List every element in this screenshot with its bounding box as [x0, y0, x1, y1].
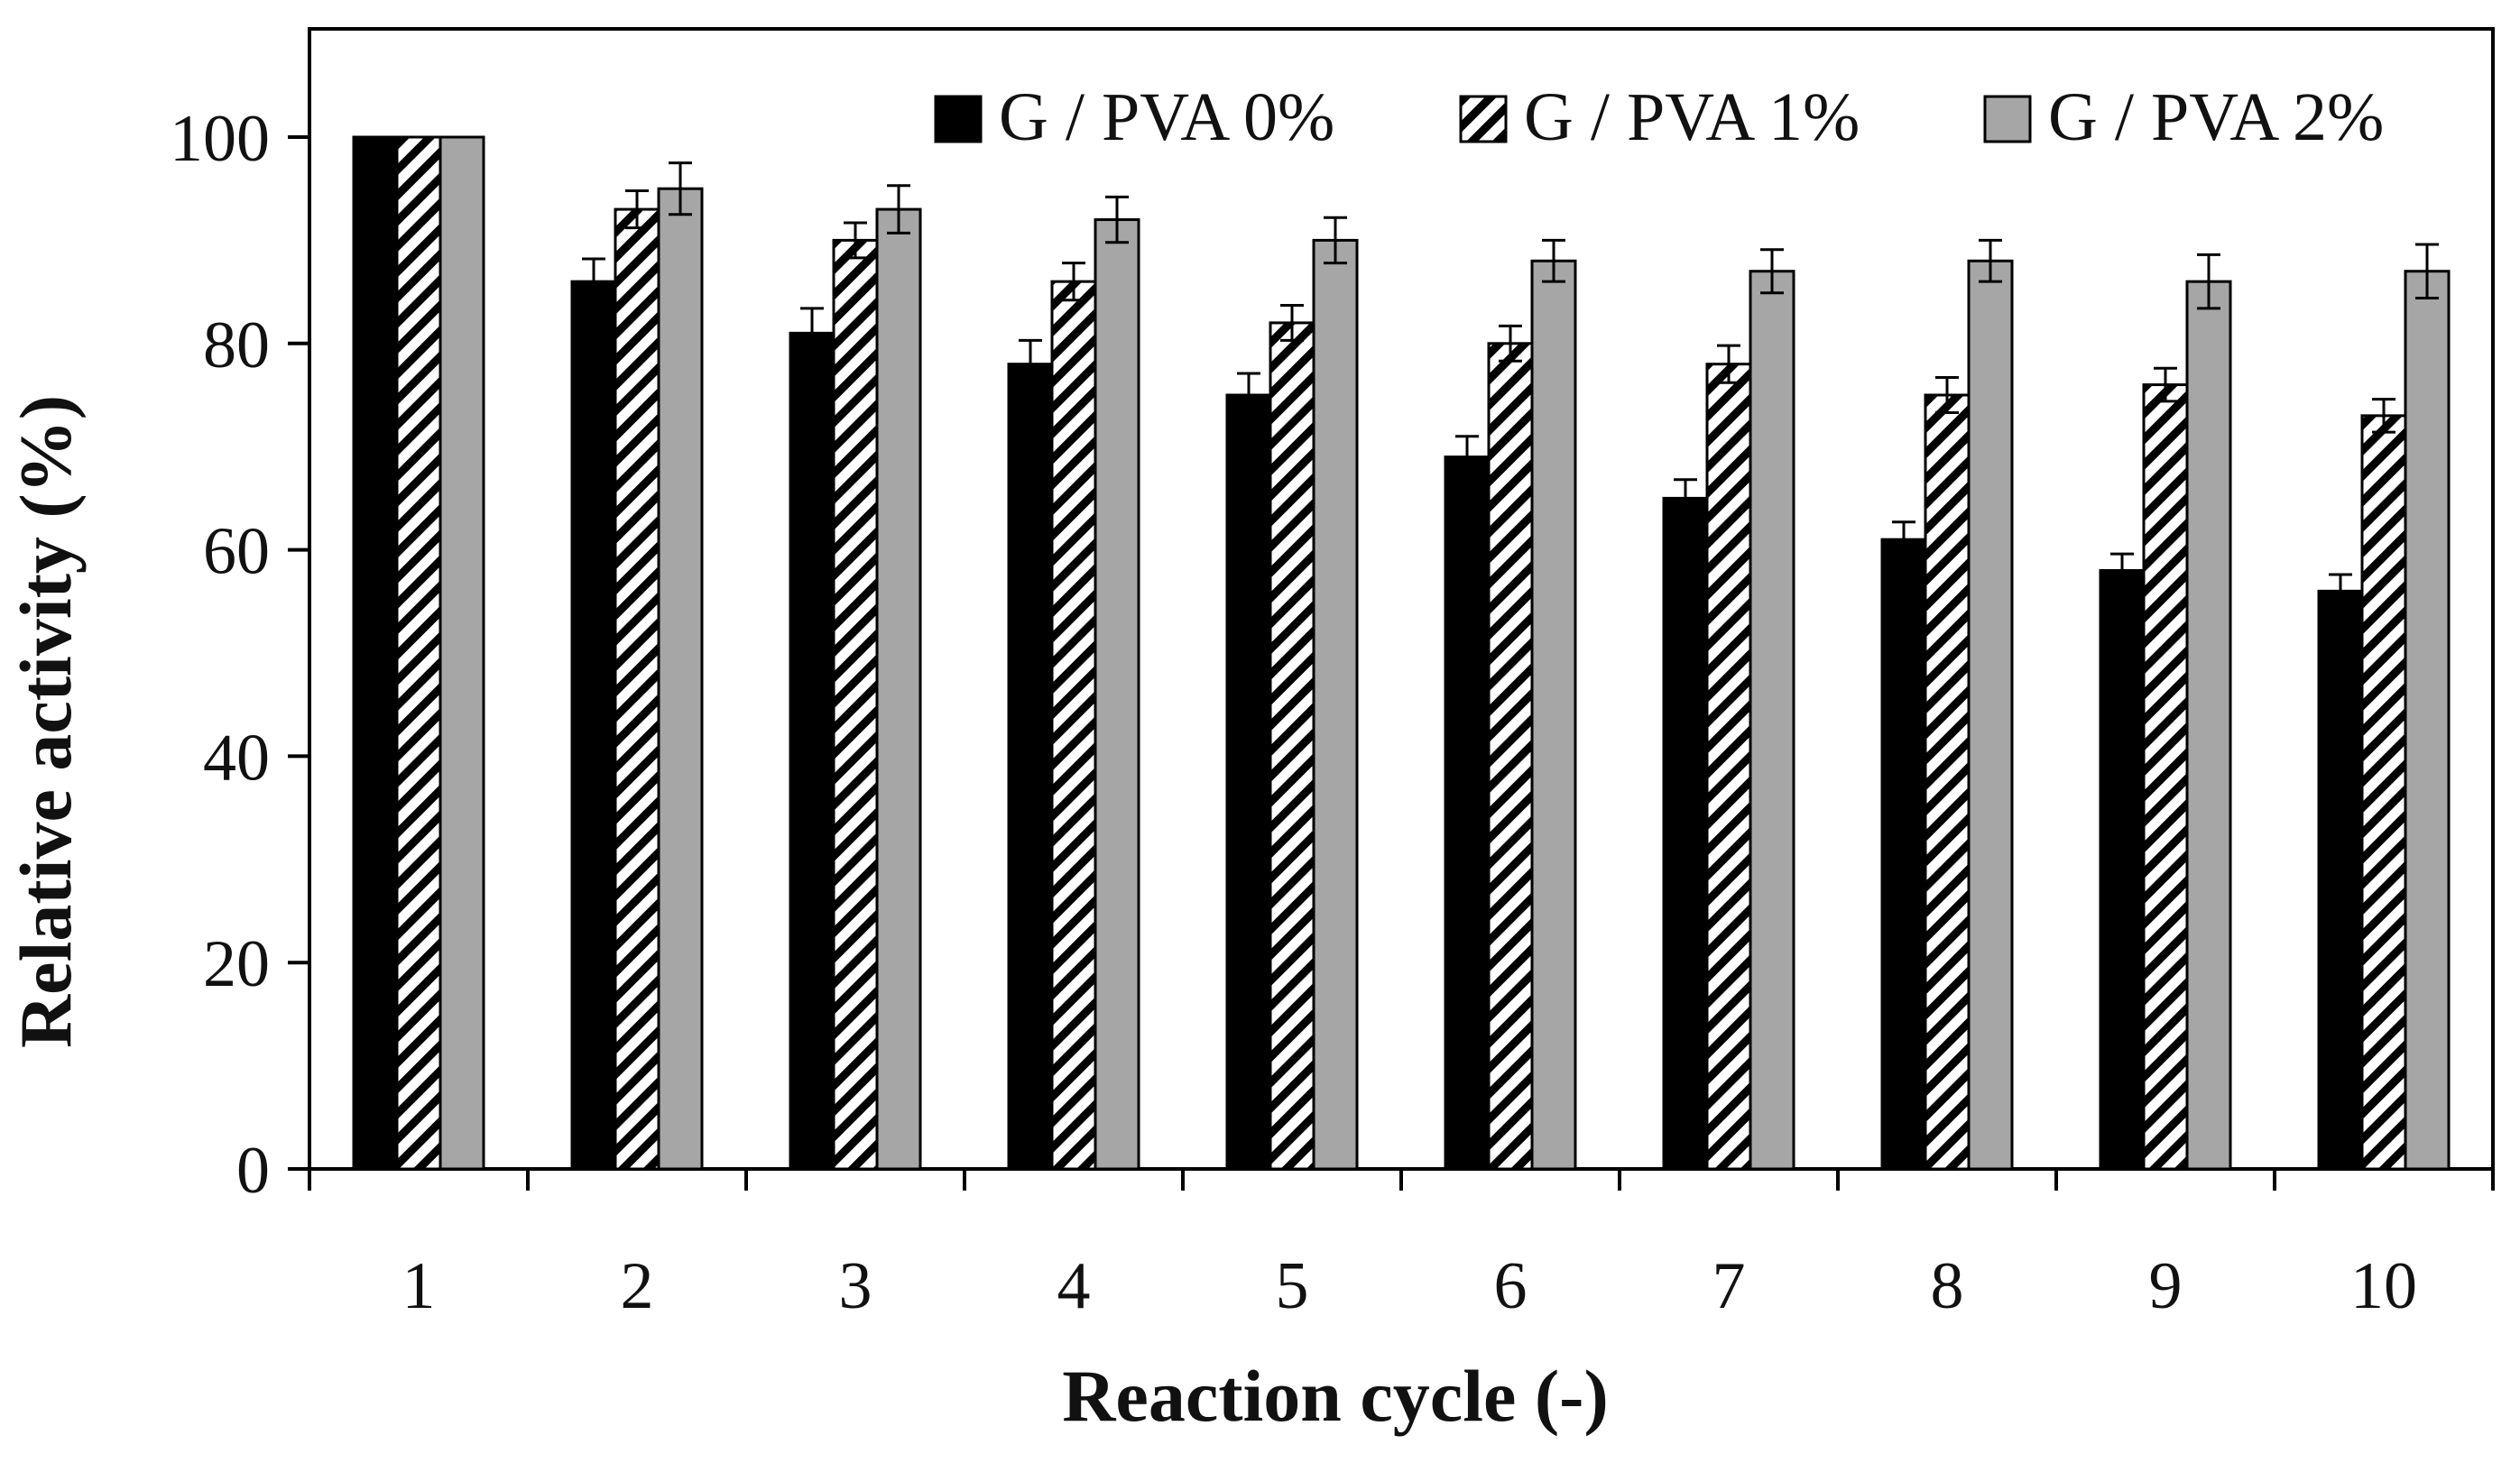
bar-5-series-1: [1269, 321, 1315, 1171]
x-tick-label-4: 4: [1057, 1249, 1091, 1323]
bar-8-series-1: [1924, 393, 1971, 1171]
y-tick-label-40: 40: [203, 721, 270, 795]
x-tick-label-5: 5: [1276, 1249, 1309, 1323]
bars: [352, 135, 2451, 1171]
bar-5-series-0: [1225, 393, 1272, 1171]
y-axis: 0 20 40 60 80 100: [170, 102, 309, 1208]
bar-5-series-2: [1312, 238, 1359, 1171]
x-tick-label-2: 2: [621, 1249, 654, 1323]
legend-swatch-0: [934, 95, 983, 143]
legend-swatch-1: [1459, 95, 1508, 143]
y-tick-label-100: 100: [170, 102, 270, 176]
bar-10-series-1: [2360, 414, 2407, 1171]
x-tick-label-3: 3: [839, 1249, 872, 1323]
x-tick-label-8: 8: [1931, 1249, 1964, 1323]
bar-2-series-0: [570, 280, 617, 1171]
bar-7-series-0: [1662, 496, 1709, 1171]
x-tick-label-7: 7: [1712, 1249, 1746, 1323]
bar-1-series-2: [438, 135, 485, 1171]
legend-label-0: G / PVA 0%: [999, 79, 1334, 155]
error-bars: [582, 161, 2439, 610]
bar-2-series-2: [657, 187, 704, 1171]
bar-3-series-1: [832, 238, 879, 1171]
bar-2-series-1: [614, 207, 660, 1171]
bar-8-series-0: [1880, 538, 1927, 1171]
bar-1-series-1: [395, 135, 442, 1171]
y-tick-label-0: 0: [236, 1134, 270, 1208]
bar-9-series-1: [2142, 383, 2189, 1171]
x-axis-title: Reaction cycle (-): [1062, 1355, 1609, 1437]
bar-6-series-2: [1530, 259, 1577, 1171]
x-tick-label-10: 10: [2350, 1249, 2417, 1323]
bar-9-series-2: [2185, 280, 2232, 1171]
y-tick-label-60: 60: [203, 515, 270, 589]
y-tick-label-80: 80: [203, 308, 270, 382]
bar-4-series-0: [1007, 363, 1054, 1171]
bar-9-series-0: [2099, 568, 2146, 1171]
legend: G / PVA 0% G / PVA 1% G / PVA 2%: [934, 79, 2384, 155]
bar-7-series-1: [1705, 363, 1752, 1171]
bar-6-series-1: [1487, 342, 1534, 1171]
x-tick-label-9: 9: [2149, 1249, 2183, 1323]
bar-10-series-0: [2317, 589, 2364, 1171]
bar-3-series-2: [875, 207, 922, 1171]
bar-6-series-0: [1444, 455, 1491, 1171]
legend-label-2: G / PVA 2%: [2048, 79, 2384, 155]
legend-label-1: G / PVA 1%: [1524, 79, 1860, 155]
x-axis: 1 2 3 4 5 6 7 8 9 10: [308, 1169, 2495, 1323]
x-tick-label-1: 1: [402, 1249, 436, 1323]
bar-3-series-0: [789, 331, 835, 1171]
legend-swatch-2: [1983, 95, 2032, 143]
bar-7-series-2: [1749, 270, 1795, 1171]
bar-1-series-0: [352, 135, 399, 1171]
bar-4-series-1: [1050, 280, 1097, 1171]
bar-8-series-2: [1967, 259, 2014, 1171]
x-tick-label-6: 6: [1494, 1249, 1528, 1323]
y-axis-title: Relative activity (%): [5, 395, 87, 1048]
bar-10-series-2: [2404, 270, 2451, 1171]
bar-4-series-2: [1094, 218, 1140, 1171]
y-tick-label-20: 20: [203, 927, 270, 1001]
